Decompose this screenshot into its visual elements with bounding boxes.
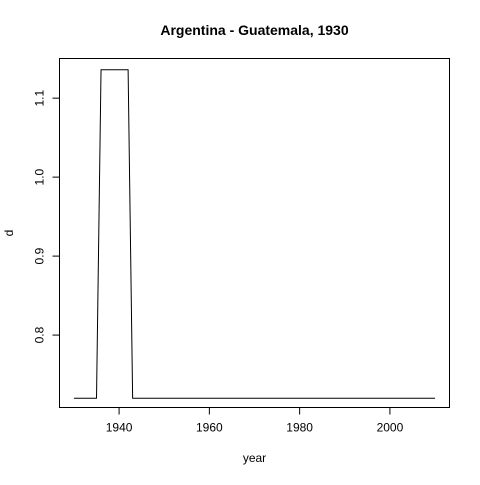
y-tick-label: 1.0 [33,168,47,185]
series-layer [73,69,436,399]
y-tick-label: 1.1 [33,89,47,106]
y-tick-label: 0.9 [33,247,47,264]
y-axis-label: d [2,230,16,237]
x-tick-label: 2000 [377,421,404,435]
x-axis: 1940 1960 1980 2000 [106,407,404,435]
y-tick-label: 0.8 [33,326,47,343]
x-tick-label: 1960 [196,421,223,435]
series-line [73,69,436,399]
x-tick-label: 1940 [106,421,133,435]
y-axis: 0.8 0.9 1.0 1.1 [33,89,60,343]
x-axis-label: year [243,451,266,465]
chart-title: Argentina - Guatemala, 1930 [160,22,349,38]
plot-frame [59,58,450,408]
x-tick-label: 1980 [286,421,313,435]
